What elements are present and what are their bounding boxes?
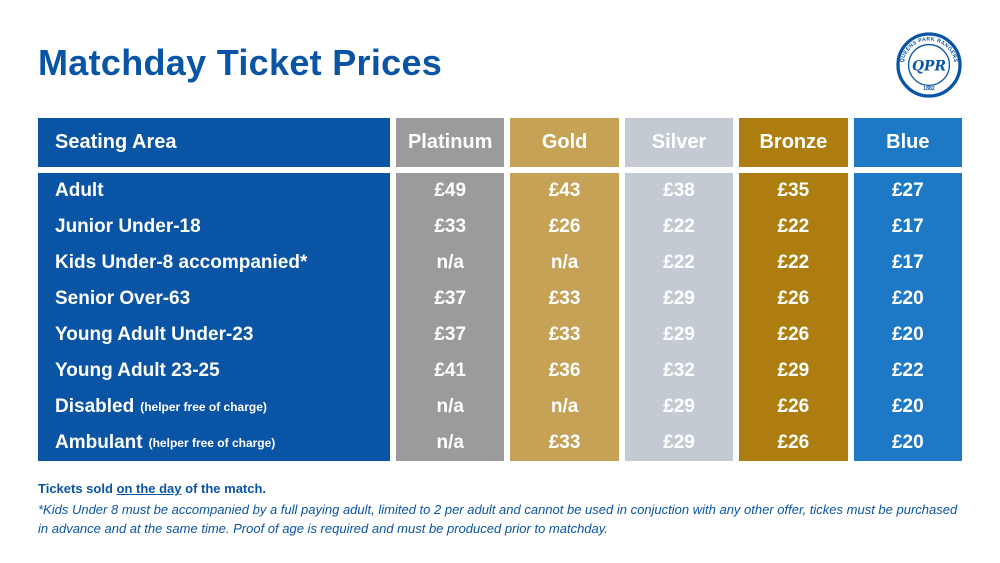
- price-cell: n/a: [436, 432, 464, 453]
- column-header-bronze: Bronze: [739, 118, 848, 167]
- note-text: Tickets sold: [38, 481, 117, 496]
- price-cell: £26: [548, 216, 581, 237]
- row-label-text: Kids Under-8 accompanied*: [55, 252, 308, 273]
- row-label-note: (helper free of charge): [148, 436, 276, 450]
- price-cell: £33: [548, 432, 581, 453]
- bronze-price-column: £35 £22 £22 £26 £26 £29 £26 £26: [739, 173, 848, 461]
- note-underlined-text: on the day: [116, 481, 182, 496]
- price-cell: £26: [777, 288, 810, 309]
- table-header-row: Seating Area Platinum Gold Silver Bronze…: [38, 118, 962, 167]
- price-cell: £22: [777, 252, 810, 273]
- price-cell: £29: [663, 288, 695, 309]
- row-label-text: Disabled: [55, 396, 135, 417]
- column-header-blue: Blue: [853, 118, 962, 167]
- row-label-senior: Senior Over-63: [38, 281, 390, 317]
- price-cell: £36: [548, 360, 581, 381]
- price-cell: £49: [434, 180, 467, 201]
- blue-price-column: £27 £17 £17 £20 £20 £22 £20 £20: [853, 173, 962, 461]
- crest-inner-ring: [907, 43, 951, 87]
- row-label-text: Junior Under-18: [55, 216, 201, 237]
- price-cell: £22: [891, 360, 924, 381]
- column-header-silver: Silver: [624, 118, 734, 167]
- row-label-note: (helper free of charge): [140, 400, 267, 414]
- page-title: Matchday Ticket Prices: [38, 42, 443, 83]
- price-cell: £32: [663, 360, 695, 381]
- price-cell: £29: [663, 432, 695, 453]
- price-cell: n/a: [436, 396, 464, 417]
- column-header-gold: Gold: [510, 118, 619, 167]
- price-cell: n/a: [550, 252, 579, 273]
- crest-monogram: QPR: [912, 58, 946, 74]
- row-label-text: Young Adult 23-25: [55, 360, 220, 381]
- price-cell: £41: [434, 360, 467, 381]
- price-cell: £27: [891, 180, 924, 201]
- table-body: Adult Junior Under-18 Kids Under-8 accom…: [38, 173, 962, 461]
- row-label-text: Adult: [55, 180, 104, 201]
- price-cell: £26: [777, 396, 810, 417]
- price-cell: £37: [434, 324, 467, 345]
- qpr-crest-logo: QUEENS PARK RANGERS QPR 1882: [896, 32, 962, 98]
- gold-price-column: £43 £26 n/a £33 £33 £36 n/a £33: [510, 173, 619, 461]
- price-cell: £17: [891, 216, 924, 237]
- price-cell: £20: [891, 396, 924, 417]
- tickets-sold-note: Tickets sold on the day of the match.: [38, 481, 962, 496]
- row-label-text: Young Adult Under-23: [55, 324, 254, 345]
- row-label-text: Senior Over-63: [55, 288, 191, 309]
- row-label-disabled: Disabled (helper free of charge): [38, 389, 390, 425]
- price-cell: £29: [663, 396, 695, 417]
- row-label-adult: Adult: [38, 173, 390, 209]
- footer-notes: Tickets sold on the day of the match. *K…: [38, 481, 962, 539]
- platinum-price-column: £49 £33 n/a £37 £37 £41 n/a n/a: [396, 173, 505, 461]
- price-cell: £26: [777, 432, 810, 453]
- price-cell: £35: [777, 180, 810, 201]
- silver-price-column: £38 £22 £22 £29 £29 £32 £29 £29: [624, 173, 734, 461]
- price-cell: £37: [434, 288, 467, 309]
- price-cell: £17: [891, 252, 924, 273]
- price-cell: n/a: [550, 396, 579, 417]
- price-cell: £33: [548, 288, 581, 309]
- price-cell: £33: [434, 216, 467, 237]
- price-cell: £20: [891, 324, 924, 345]
- row-label-junior: Junior Under-18: [38, 209, 390, 245]
- price-cell: n/a: [436, 252, 464, 273]
- row-label-young-adult-23-25: Young Adult 23-25: [38, 353, 390, 389]
- price-cell: £43: [548, 180, 581, 201]
- price-cell: £29: [777, 360, 810, 381]
- row-label-text: Ambulant: [55, 432, 143, 453]
- crest-year: 1882: [923, 86, 935, 92]
- row-label-young-adult-u23: Young Adult Under-23: [38, 317, 390, 353]
- price-cell: £22: [777, 216, 810, 237]
- kids-under-8-disclaimer: *Kids Under 8 must be accompanied by a f…: [38, 502, 958, 536]
- note-text: of the match.: [181, 481, 267, 496]
- price-cell: £22: [663, 216, 695, 237]
- price-cell: £29: [663, 324, 695, 345]
- price-cell: £26: [777, 324, 810, 345]
- price-cell: £33: [548, 324, 581, 345]
- row-label-ambulant: Ambulant (helper free of charge): [38, 425, 390, 461]
- price-cell: £20: [891, 432, 924, 453]
- price-cell: £20: [891, 288, 924, 309]
- seating-area-column: Adult Junior Under-18 Kids Under-8 accom…: [38, 173, 390, 461]
- column-header-seating-area: Seating Area: [38, 118, 390, 167]
- ticket-price-table: Seating Area Platinum Gold Silver Bronze…: [38, 118, 962, 461]
- row-label-kids: Kids Under-8 accompanied*: [38, 245, 390, 281]
- price-cell: £38: [663, 180, 695, 201]
- price-cell: £22: [663, 252, 695, 273]
- column-header-platinum: Platinum: [396, 118, 505, 167]
